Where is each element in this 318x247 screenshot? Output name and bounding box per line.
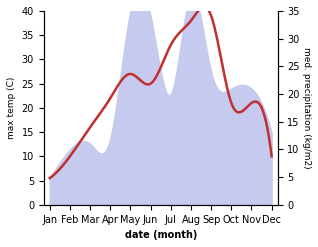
- X-axis label: date (month): date (month): [125, 230, 197, 240]
- Y-axis label: med. precipitation (kg/m2): med. precipitation (kg/m2): [302, 47, 311, 169]
- Y-axis label: max temp (C): max temp (C): [7, 77, 16, 139]
